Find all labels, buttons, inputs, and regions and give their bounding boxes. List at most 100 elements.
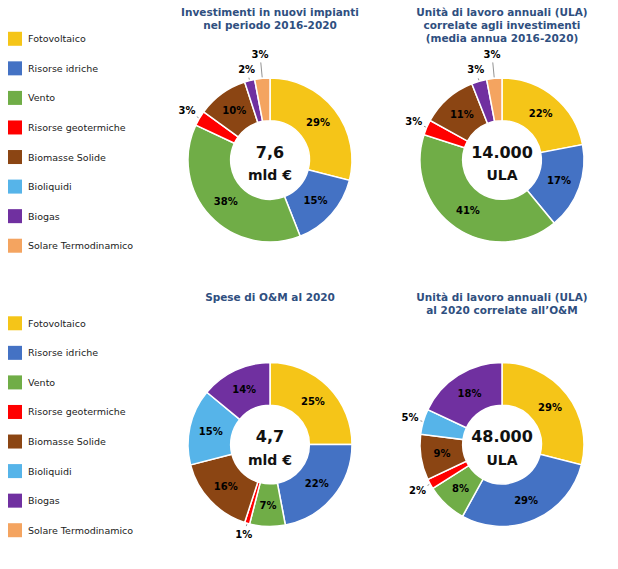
legend-label: Vento [28, 377, 55, 388]
legend-label: Biogas [28, 211, 60, 222]
slice [462, 454, 581, 526]
data-label: 9% [434, 448, 451, 459]
legend-swatch [8, 209, 22, 223]
legend-label: Bioliquidi [28, 181, 72, 192]
center-text: 48.000 [471, 427, 533, 446]
legend-swatch [8, 91, 22, 105]
center-text: 7,6 [256, 143, 284, 162]
data-label: 16% [214, 481, 238, 492]
slice [207, 363, 270, 420]
leader-line [248, 78, 249, 80]
data-label: 25% [301, 396, 325, 407]
legend: Fotovoltaico Risorse idriche Vento Risorse … [8, 316, 133, 537]
center-text: 14.000 [471, 143, 533, 162]
slice [270, 78, 352, 180]
slice [487, 78, 502, 121]
leader-line [420, 420, 422, 422]
legend-label: Biomasse Solide [28, 152, 106, 163]
leader-line [493, 62, 494, 77]
donut-chart: Spese di O&M al 2020 4,7 mld € 25% 22% 7% 1% 16… [188, 291, 352, 541]
data-label: 29% [514, 495, 538, 506]
legend-swatch [8, 346, 22, 360]
donut-chart: Investimenti in nuovi impiantinel period… [179, 6, 359, 242]
legend-swatch [8, 464, 22, 478]
data-label: 11% [450, 109, 474, 120]
data-label: 15% [199, 426, 223, 437]
data-label: 7% [260, 500, 277, 511]
data-label: 1% [235, 529, 252, 540]
slice [428, 363, 502, 428]
legend-label: Fotovoltaico [28, 318, 86, 329]
chart-title: Unità di lavoro annuali (ULA)correlate a… [416, 6, 587, 44]
data-label: 18% [458, 388, 482, 399]
data-label: 41% [456, 205, 480, 216]
legend-label: Vento [28, 92, 55, 103]
data-label: 3% [467, 64, 484, 75]
data-label: 22% [305, 478, 329, 489]
data-labels: 29%29%8%2%9%5%18% [401, 388, 561, 506]
legend-swatch [8, 32, 22, 46]
leader-line [197, 117, 199, 118]
slices [420, 78, 584, 242]
slice [502, 363, 584, 465]
slices [420, 363, 584, 527]
chart-title: Investimenti in nuovi impiantinel period… [181, 6, 359, 31]
center-text: 4,7 [256, 427, 284, 446]
center-text: ULA [486, 452, 517, 468]
figure: Investimenti in nuovi impiantinel period… [0, 0, 618, 569]
data-label: 29% [306, 117, 330, 128]
legend-swatch [8, 316, 22, 330]
slice [502, 78, 583, 153]
slice [420, 434, 466, 479]
leader-line [478, 78, 480, 80]
data-labels: 25% 22% 7% 1% 16% 15% 14% [199, 384, 329, 540]
legend-swatch [8, 150, 22, 164]
data-labels: 29%15%38%3%10%2%3% [179, 49, 330, 207]
legend-label: Solare Termodinamico [28, 240, 133, 251]
data-label: 3% [484, 49, 501, 60]
data-label: 29% [538, 402, 562, 413]
data-label: 22% [529, 108, 553, 119]
legend-label: Biomasse Solide [28, 436, 106, 447]
data-label: 3% [179, 105, 196, 116]
chart-title: Spese di O&M al 2020 [205, 291, 335, 303]
center-text: mld € [248, 452, 292, 468]
legend-swatch [8, 435, 22, 449]
data-label: 2% [409, 485, 426, 496]
leader-line [428, 484, 430, 486]
legend-swatch [8, 239, 22, 253]
data-label: 10% [222, 105, 246, 116]
legend-label: Risorse idriche [28, 347, 98, 358]
donut-chart: Unità di lavoro annuali (ULA)correlate a… [405, 6, 587, 242]
data-label: 2% [238, 64, 255, 75]
legend-label: Risorse idriche [28, 63, 98, 74]
center-text: mld € [248, 167, 292, 183]
data-label: 3% [405, 116, 422, 127]
data-label: 14% [232, 384, 256, 395]
legend-swatch [8, 494, 22, 508]
legend-label: Risorse geotermiche [28, 406, 126, 417]
slice [255, 78, 270, 121]
leader-line [424, 126, 426, 128]
chart-title: Unità di lavoro annuali (ULA)al 2020 cor… [416, 291, 587, 316]
data-label: 15% [304, 195, 328, 206]
slices [188, 363, 352, 527]
leader-line [261, 62, 262, 77]
legend-label: Solare Termodinamico [28, 525, 133, 536]
slices [188, 78, 352, 242]
data-labels: 22%17%41%3%11%3%3% [405, 49, 571, 215]
donut-chart: Unità di lavoro annuali (ULA)al 2020 cor… [401, 291, 587, 527]
legend-swatch [8, 405, 22, 419]
legend-swatch [8, 61, 22, 75]
data-label: 17% [547, 175, 571, 186]
slice [420, 135, 554, 242]
data-label: 38% [214, 196, 238, 207]
legend-label: Risorse geotermiche [28, 122, 126, 133]
data-label: 5% [401, 412, 418, 423]
leader-line [246, 524, 248, 526]
legend: FotovoltaicoRisorse idricheVentoRisorse … [8, 32, 133, 253]
center-text: ULA [486, 167, 517, 183]
legend-label: Biogas [28, 495, 60, 506]
legend-swatch [8, 120, 22, 134]
slice [188, 125, 300, 242]
